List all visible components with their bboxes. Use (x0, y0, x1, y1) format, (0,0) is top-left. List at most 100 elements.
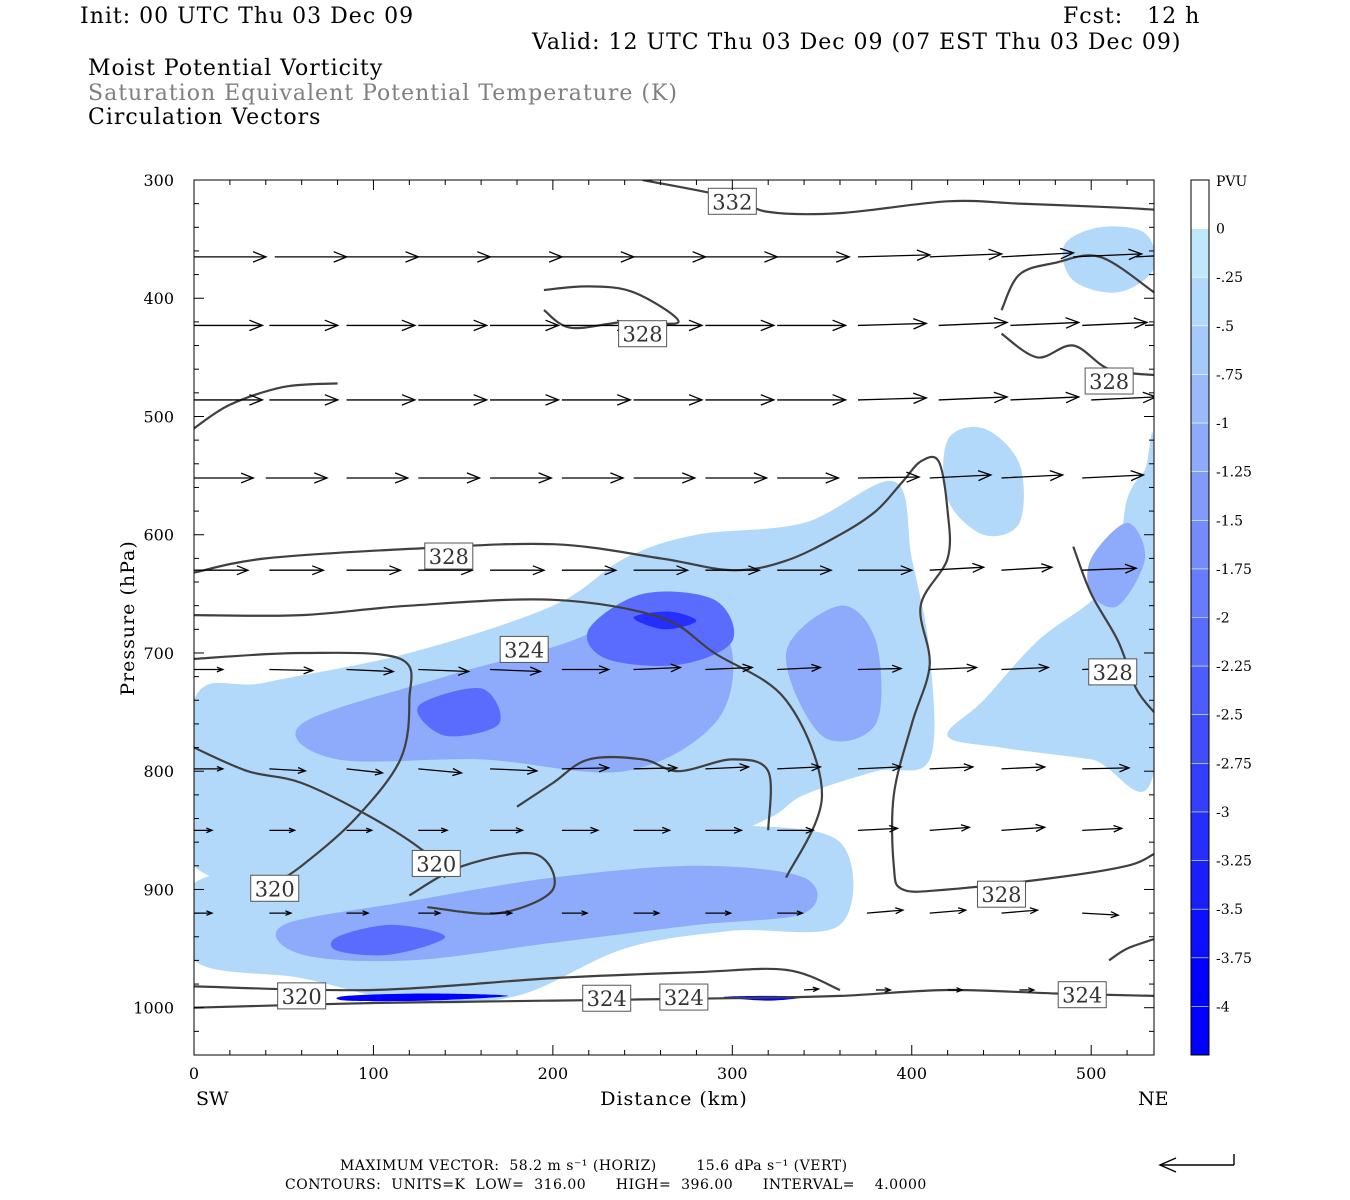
max-vector-info: MAXIMUM VECTOR: 58.2 m s⁻¹ (HORIZ) 15.6 … (340, 1158, 848, 1174)
svg-text:324: 324 (1062, 984, 1102, 1008)
vector-1-7 (705, 319, 776, 332)
contour-label-6: 320 (250, 874, 300, 902)
vector-4-11 (1001, 563, 1054, 573)
field-title-theta: Saturation Equivalent Potential Temperat… (88, 81, 678, 106)
vector-3-4 (490, 472, 554, 484)
pv-region-7 (785, 605, 882, 742)
vector-5-8 (777, 663, 823, 673)
vector-4-10 (929, 562, 986, 573)
pv-region-8 (1087, 522, 1146, 608)
vector-4-12 (1082, 563, 1138, 574)
colorbar-swatch-2 (1191, 277, 1209, 327)
theta-contour-13 (194, 988, 1154, 1009)
colorbar-swatch-10 (1191, 666, 1209, 716)
colorbar-label-1: -.25 (1216, 270, 1243, 286)
vector-2-1 (269, 394, 340, 406)
vector-7-1 (269, 827, 297, 834)
vector-7-8 (777, 826, 815, 834)
vector-7-7 (705, 826, 744, 834)
vector-8-1 (269, 910, 293, 916)
valid-time: Valid: 12 UTC Thu 03 Dec 09 (07 EST Thu … (532, 30, 1182, 55)
vector-7-6 (633, 826, 672, 834)
vector-8-4 (490, 910, 514, 916)
vector-2-7 (705, 394, 776, 406)
vector-3-3 (418, 472, 482, 484)
vector-5-9 (857, 664, 903, 673)
vector-8-10 (929, 907, 968, 915)
svg-text:324: 324 (587, 987, 627, 1011)
x-tick-label-2: 200 (538, 1064, 569, 1083)
contour-label-0: 332 (707, 187, 757, 215)
vector-8-5 (561, 910, 589, 916)
pv-shading (194, 226, 1154, 1004)
svg-text:320: 320 (255, 877, 295, 901)
vector-4-5 (561, 565, 618, 576)
pv-region-11 (417, 687, 501, 737)
vector-5-5 (561, 665, 611, 675)
colorbar-swatch-9 (1191, 617, 1209, 667)
colorbar-unit: PVU (1216, 174, 1248, 190)
x-tick-label-3: 300 (717, 1064, 748, 1083)
vector-8-2 (346, 910, 370, 916)
colorbar-label-3: -.75 (1216, 367, 1243, 383)
vector-2-2 (346, 394, 417, 406)
svg-text:332: 332 (712, 190, 752, 214)
vector-0-6 (633, 251, 708, 263)
plot-frame (193, 179, 1155, 1056)
contour-label-1: 328 (618, 320, 668, 348)
vector-4-4 (490, 565, 546, 576)
vector-6-10 (929, 763, 975, 772)
field-title-vectors: Circulation Vectors (88, 105, 322, 130)
contour-label-10: 324 (582, 984, 632, 1012)
vector-0-1 (274, 251, 349, 263)
vector-4-1 (269, 565, 326, 576)
colorbar-swatch-1 (1191, 228, 1209, 278)
y-tick-label-4: 700 (143, 644, 174, 663)
vector-9-2 (947, 987, 964, 993)
vector-0-5 (561, 251, 636, 263)
vector-3-6 (633, 472, 697, 484)
colorbar-label-0: 0 (1216, 222, 1225, 238)
vector-8-12 (1082, 911, 1120, 919)
colorbar-label-14: -3.5 (1216, 902, 1243, 918)
vector-3-2 (346, 472, 410, 484)
colorbar-swatch-13 (1191, 811, 1209, 862)
vector-0-9 (857, 249, 932, 261)
vector-6-4 (490, 766, 539, 775)
vector-3-0 (194, 472, 256, 484)
colorbar-swatch-3 (1191, 325, 1209, 375)
vector-2-3 (418, 394, 489, 406)
vector-5-4 (490, 666, 543, 676)
circulation-vectors (194, 247, 1154, 993)
vector-7-5 (561, 826, 600, 834)
vector-0-11 (1001, 247, 1076, 260)
contour-labels: 332 328 328 328 324 328 320 320 328 320 324 324 324 (250, 187, 1138, 1012)
vector-8-11 (1001, 907, 1040, 915)
colorbar-label-5: -1.25 (1216, 465, 1252, 481)
vector-2-5 (561, 394, 633, 406)
svg-text:324: 324 (504, 638, 544, 662)
vector-3-8 (777, 472, 841, 484)
colorbar-swatch-12 (1191, 763, 1209, 813)
vector-2-10 (938, 391, 1009, 404)
vector-7-2 (346, 827, 374, 834)
x-tick-label-0: 0 (189, 1064, 199, 1083)
y-tick-label-2: 500 (143, 407, 174, 426)
vector-1-3 (418, 319, 489, 332)
y-tick-label-5: 800 (143, 762, 174, 781)
vector-1-1 (269, 319, 340, 332)
vector-3-7 (705, 472, 769, 484)
axes: 0 100 200 300 400 500 300 400 500 600 700 800 900 100… (133, 171, 1154, 1083)
colorbar-swatch-16 (1191, 957, 1209, 1007)
vector-8-8 (777, 910, 805, 916)
y-tick-label-1: 400 (143, 289, 174, 308)
colorbar-label-8: -2 (1216, 611, 1230, 627)
x-tick-label-1: 100 (358, 1064, 389, 1083)
vector-6-3 (418, 767, 464, 777)
vector-2-8 (777, 394, 848, 406)
vector-4-2 (346, 565, 403, 576)
vector-5-1 (269, 666, 315, 675)
colorbar-label-12: -3 (1216, 805, 1230, 821)
colorbar-label-10: -2.5 (1216, 708, 1243, 724)
vector-0-4 (490, 251, 564, 263)
